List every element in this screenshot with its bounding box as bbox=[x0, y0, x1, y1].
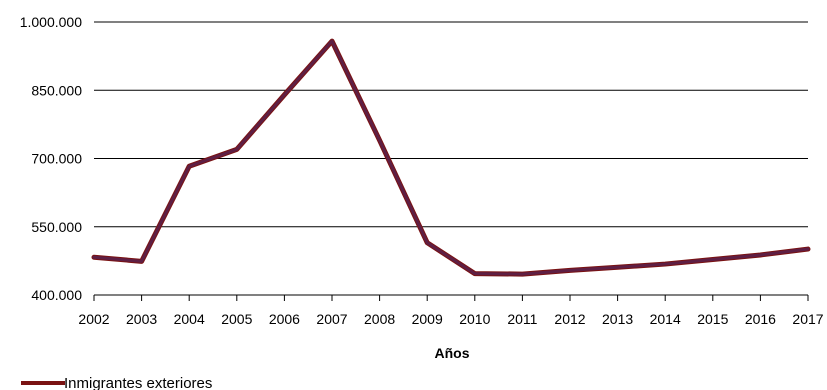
x-tick-label: 2011 bbox=[507, 311, 537, 327]
legend-label: Inmigrantes exteriores bbox=[64, 375, 212, 390]
x-tick-label: 2007 bbox=[316, 311, 347, 327]
x-tick-label: 2013 bbox=[602, 311, 633, 327]
y-tick-labels: 400.000 550.000 700.000 850.000 1.000.000 bbox=[20, 14, 83, 303]
x-tick-label: 2004 bbox=[174, 311, 205, 327]
series-line-outline bbox=[91, 38, 811, 277]
x-tick-label: 2003 bbox=[126, 311, 157, 327]
y-tick-label: 550.000 bbox=[31, 219, 82, 235]
series-lines bbox=[91, 38, 811, 277]
x-tick-label: 2017 bbox=[792, 311, 823, 327]
x-tick-label: 2008 bbox=[364, 311, 395, 327]
y-tick-label: 850.000 bbox=[31, 82, 82, 98]
x-tick-label: 2015 bbox=[697, 311, 728, 327]
x-tick-label: 2012 bbox=[554, 311, 585, 327]
x-axis-label: Años bbox=[435, 345, 470, 361]
gridlines bbox=[94, 21, 808, 296]
x-tick-label: 2005 bbox=[221, 311, 252, 327]
y-tick-label: 400.000 bbox=[31, 287, 82, 303]
x-tick-label: 2010 bbox=[459, 311, 490, 327]
x-tick-label: 2016 bbox=[745, 311, 776, 327]
x-tick-label: 2014 bbox=[650, 311, 681, 327]
x-tick-label: 2006 bbox=[269, 311, 300, 327]
legend: Inmigrantes exteriores bbox=[21, 375, 212, 390]
series-line bbox=[92, 39, 810, 276]
x-tick-label: 2002 bbox=[78, 311, 109, 327]
x-axis: 2002 2003 2004 2005 2006 2007 2008 2009 2010 2011… bbox=[78, 295, 824, 327]
y-tick-label: 1.000.000 bbox=[20, 14, 82, 30]
x-tick-label: 2009 bbox=[412, 311, 443, 327]
y-tick-label: 700.000 bbox=[31, 151, 82, 167]
